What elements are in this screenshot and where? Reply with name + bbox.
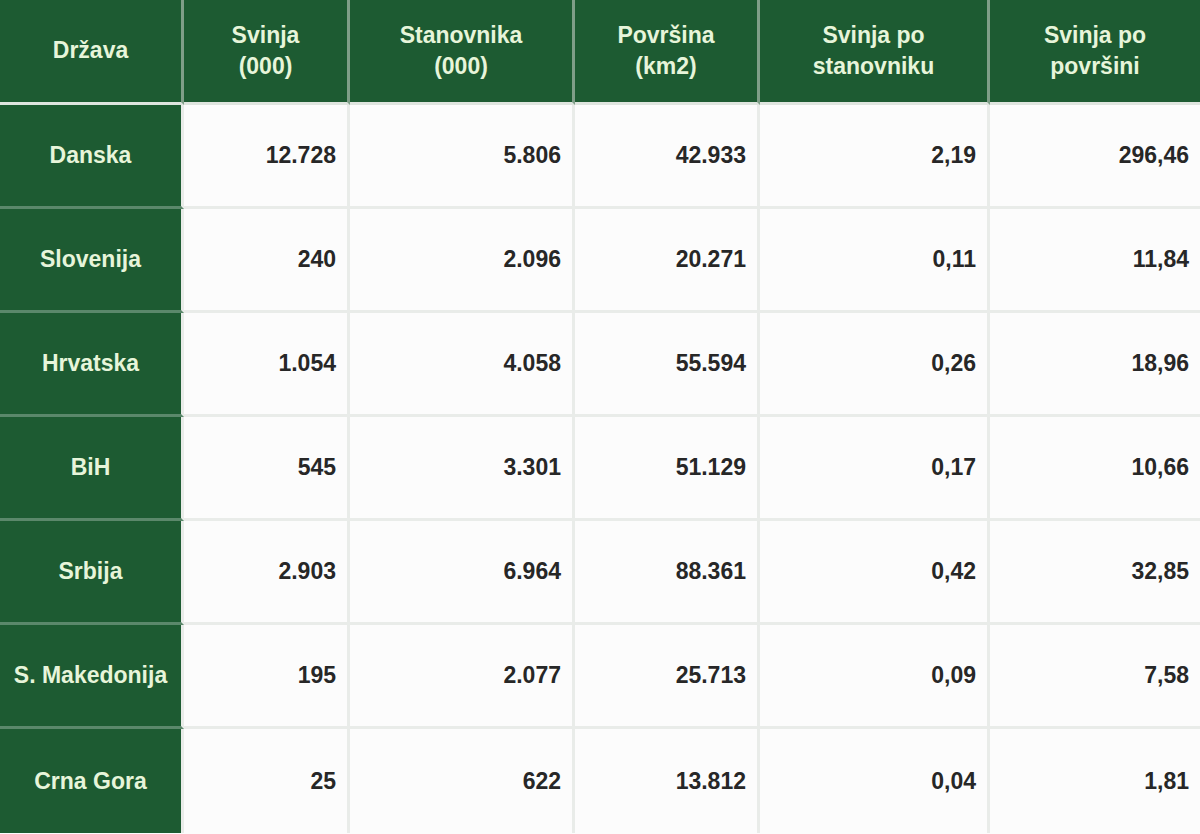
table-row-hrvatska: Hrvatska 1.054 4.058 55.594 0,26 18,96 [0,313,1200,417]
cell-svinja-po-stanovniku: 0,11 [760,209,990,313]
row-label: Hrvatska [0,313,184,417]
cell-svinja: 545 [184,417,350,521]
column-header-povrsina: Površina (km2) [575,0,760,105]
cell-stanovnika: 622 [350,729,575,833]
cell-povrsina: 88.361 [575,521,760,625]
cell-svinja-po-povrsini: 296,46 [990,105,1200,209]
cell-svinja-po-stanovniku: 0,26 [760,313,990,417]
cell-stanovnika: 3.301 [350,417,575,521]
column-header-svinja-po-stanovniku: Svinja po stanovniku [760,0,990,105]
table-row-bih: BiH 545 3.301 51.129 0,17 10,66 [0,417,1200,521]
column-header-svinja: Svinja (000) [184,0,350,105]
cell-svinja-po-povrsini: 7,58 [990,625,1200,729]
cell-stanovnika: 5.806 [350,105,575,209]
row-label: BiH [0,417,184,521]
row-label: Srbija [0,521,184,625]
cell-povrsina: 13.812 [575,729,760,833]
table-body: Danska 12.728 5.806 42.933 2,19 296,46 S… [0,105,1200,833]
cell-povrsina: 25.713 [575,625,760,729]
header-row: Država Svinja (000) Stanovnika (000) Pov… [0,0,1200,105]
cell-svinja: 25 [184,729,350,833]
cell-svinja-po-stanovniku: 0,09 [760,625,990,729]
cell-svinja: 195 [184,625,350,729]
cell-svinja: 2.903 [184,521,350,625]
cell-stanovnika: 2.077 [350,625,575,729]
cell-svinja: 12.728 [184,105,350,209]
cell-svinja-po-povrsini: 11,84 [990,209,1200,313]
column-header-svinja-po-povrsini: Svinja po površini [990,0,1200,105]
cell-svinja-po-stanovniku: 0,42 [760,521,990,625]
table-row-danska: Danska 12.728 5.806 42.933 2,19 296,46 [0,105,1200,209]
cell-svinja: 240 [184,209,350,313]
cell-svinja-po-povrsini: 1,81 [990,729,1200,833]
table-header: Država Svinja (000) Stanovnika (000) Pov… [0,0,1200,105]
cell-svinja-po-povrsini: 32,85 [990,521,1200,625]
cell-svinja-po-povrsini: 18,96 [990,313,1200,417]
cell-povrsina: 42.933 [575,105,760,209]
row-label: Slovenija [0,209,184,313]
row-label: S. Makedonija [0,625,184,729]
cell-svinja-po-stanovniku: 0,04 [760,729,990,833]
cell-stanovnika: 2.096 [350,209,575,313]
pigs-by-country-table: Država Svinja (000) Stanovnika (000) Pov… [0,0,1200,833]
column-header-drzava: Država [0,0,184,105]
table-row-slovenija: Slovenija 240 2.096 20.271 0,11 11,84 [0,209,1200,313]
cell-svinja-po-povrsini: 10,66 [990,417,1200,521]
cell-povrsina: 55.594 [575,313,760,417]
table-row-srbija: Srbija 2.903 6.964 88.361 0,42 32,85 [0,521,1200,625]
table-row-s-makedonija: S. Makedonija 195 2.077 25.713 0,09 7,58 [0,625,1200,729]
cell-svinja-po-stanovniku: 2,19 [760,105,990,209]
row-label: Danska [0,105,184,209]
cell-stanovnika: 4.058 [350,313,575,417]
column-header-stanovnika: Stanovnika (000) [350,0,575,105]
cell-svinja-po-stanovniku: 0,17 [760,417,990,521]
cell-svinja: 1.054 [184,313,350,417]
cell-povrsina: 20.271 [575,209,760,313]
cell-stanovnika: 6.964 [350,521,575,625]
cell-povrsina: 51.129 [575,417,760,521]
row-label: Crna Gora [0,729,184,833]
table-row-crna-gora: Crna Gora 25 622 13.812 0,04 1,81 [0,729,1200,833]
